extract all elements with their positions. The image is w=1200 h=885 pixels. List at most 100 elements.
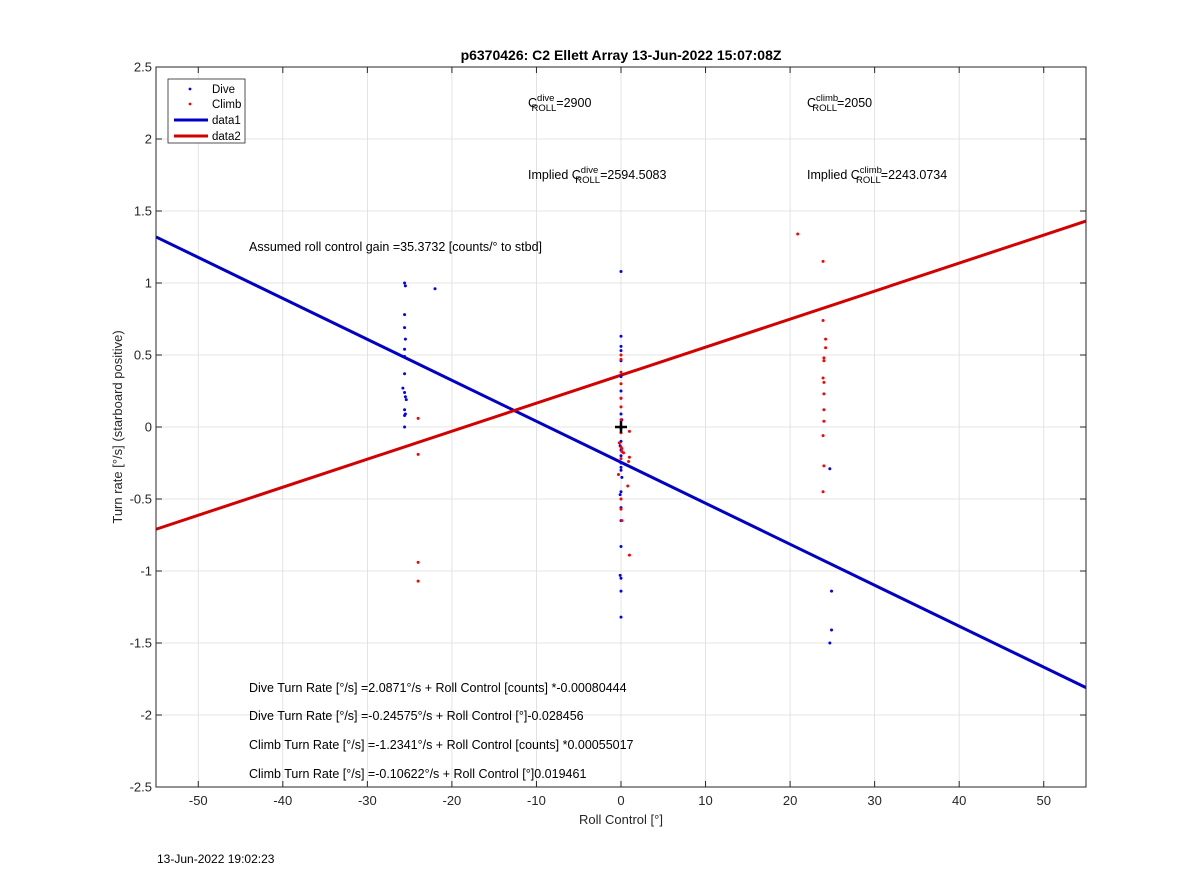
point-climb: [619, 353, 623, 357]
x-tick-label: -10: [527, 793, 546, 808]
legend: Dive Climb data1 data2: [167, 78, 246, 144]
point-climb: [617, 441, 621, 445]
footer-timestamp: 13-Jun-2022 19:02:23: [157, 852, 275, 866]
annotation-c-climb: Cclimb ROLL=2050: [807, 93, 872, 114]
y-ticks: -2.5 -2 -1.5 -1 -0.5 0 0.5 1 1.5 2 2.5: [130, 60, 1086, 795]
annotation-eq-dive-degrees: Dive Turn Rate [°/s] =-0.24575°/s + Roll…: [249, 709, 584, 723]
point-dive: [830, 628, 834, 632]
point-dive: [619, 576, 623, 580]
point-dive: [433, 287, 437, 291]
annotation-implied-climb: Implied Cclimb ROLL=2243.0734: [807, 165, 947, 186]
point-climb: [824, 346, 828, 350]
y-tick-label: -1.5: [130, 636, 152, 651]
point-climb: [796, 232, 800, 236]
point-dive: [619, 490, 623, 494]
point-climb: [416, 416, 420, 420]
point-climb: [822, 380, 826, 384]
annotation-eq-climb-degrees: Climb Turn Rate [°/s] =-0.10622°/s + Rol…: [249, 767, 586, 781]
y-tick-label: -1: [140, 564, 152, 579]
point-dive: [619, 465, 623, 469]
point-dive: [619, 461, 623, 465]
legend-marker-dive: [188, 87, 192, 91]
legend-label-data1: data1: [212, 115, 241, 127]
y-tick-label: 0: [145, 420, 152, 435]
point-climb: [619, 457, 623, 461]
origin-marker: [615, 421, 627, 433]
x-tick-label: 10: [698, 793, 712, 808]
point-dive: [403, 425, 407, 429]
chart-title: p6370426: C2 Ellett Array 13-Jun-2022 15…: [461, 47, 782, 63]
point-climb: [821, 490, 825, 494]
annotation-eq-climb-counts: Climb Turn Rate [°/s] =-1.2341°/s + Roll…: [249, 738, 634, 752]
point-dive: [830, 589, 834, 593]
point-climb: [619, 357, 623, 361]
plot-frame: [155, 66, 1087, 788]
point-dive: [620, 475, 624, 479]
annotation-eq-dive-counts: Dive Turn Rate [°/s] =2.0871°/s + Roll C…: [249, 681, 627, 695]
point-climb: [620, 519, 624, 523]
point-dive: [403, 372, 407, 376]
annotation-implied-dive: Implied Cdive ROLL=2594.5083: [528, 165, 666, 186]
point-climb: [619, 405, 623, 409]
point-dive: [619, 468, 623, 472]
point-climb: [821, 259, 825, 263]
point-climb: [821, 376, 825, 380]
x-tick-label: -20: [443, 793, 462, 808]
legend-label-climb: Climb: [212, 99, 241, 111]
point-dive: [619, 545, 623, 549]
point-dive: [401, 386, 405, 390]
point-climb: [416, 560, 420, 564]
point-climb: [821, 318, 825, 322]
point-climb: [619, 418, 623, 422]
point-dive: [403, 326, 407, 330]
point-climb: [620, 447, 624, 451]
point-dive: [403, 337, 407, 341]
point-climb: [822, 356, 826, 360]
x-tick-label: -50: [189, 793, 208, 808]
point-climb: [622, 451, 626, 455]
legend-box: [167, 78, 246, 144]
x-tick-label: 50: [1036, 793, 1050, 808]
point-climb: [619, 370, 623, 374]
point-dive: [828, 641, 832, 645]
legend-label-data2: data2: [212, 131, 241, 143]
point-climb: [626, 484, 630, 488]
point-dive: [828, 467, 832, 471]
x-tick-label: 40: [952, 793, 966, 808]
x-tick-label: 0: [617, 793, 624, 808]
y-tick-label: -2.5: [130, 780, 152, 795]
point-climb: [627, 460, 631, 464]
point-climb: [822, 464, 826, 468]
point-dive: [618, 573, 622, 577]
point-dive: [619, 615, 623, 619]
y-tick-label: 2.5: [134, 60, 152, 75]
point-dive: [619, 412, 623, 416]
point-climb: [619, 396, 623, 400]
point-climb: [822, 419, 826, 423]
point-climb: [824, 337, 828, 341]
annotation-gain: Assumed roll control gain =35.3732 [coun…: [249, 240, 542, 254]
point-climb: [627, 455, 631, 459]
point-climb: [416, 452, 420, 456]
point-dive: [404, 398, 408, 402]
y-axis-label: Turn rate [°/s] (starboard positive): [110, 330, 125, 523]
point-dive: [403, 413, 407, 417]
point-dive: [619, 269, 623, 273]
point-dive: [403, 395, 407, 399]
point-climb: [821, 434, 825, 438]
point-dive: [619, 589, 623, 593]
point-climb: [822, 359, 826, 363]
point-climb: [416, 579, 420, 583]
x-axis-label: Roll Control [°]: [579, 812, 663, 827]
point-climb: [619, 497, 623, 501]
point-dive: [403, 347, 407, 351]
point-climb: [619, 382, 623, 386]
x-tick-label: 20: [783, 793, 797, 808]
point-dive: [403, 284, 407, 288]
point-dive: [619, 349, 623, 353]
point-dive: [619, 454, 623, 458]
point-dive: [619, 344, 623, 348]
x-ticks: -50 -40 -30 -20 -10 0 10 20 30 40 50: [189, 67, 1051, 808]
point-dive: [403, 354, 407, 358]
